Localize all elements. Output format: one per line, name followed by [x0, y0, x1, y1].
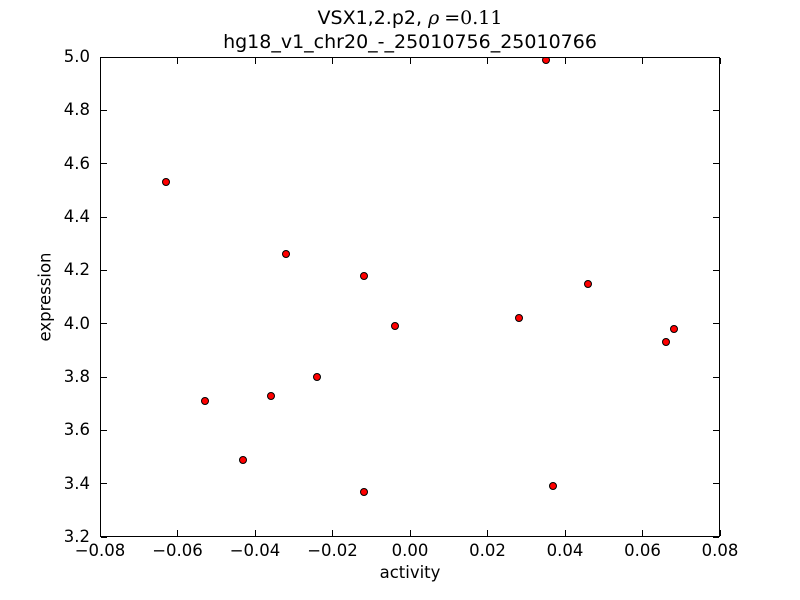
data-point — [359, 271, 368, 280]
y-tick-right — [713, 56, 719, 58]
x-tick — [332, 530, 333, 536]
y-tick-label: 3.8 — [63, 367, 90, 386]
y-tick-label: 3.4 — [63, 473, 90, 493]
x-tick — [177, 530, 178, 536]
data-point — [200, 397, 209, 405]
y-tick-label: 4.6 — [63, 153, 90, 173]
data-point — [266, 391, 275, 400]
x-tick-label: −0.08 — [74, 541, 126, 560]
x-tick-top — [254, 58, 256, 64]
y-tick — [101, 376, 107, 378]
data-point — [549, 482, 558, 491]
data-point — [161, 178, 170, 187]
y-tick-label: 4.8 — [63, 100, 90, 120]
data-point — [390, 322, 399, 331]
x-tick — [564, 530, 566, 536]
x-tick-label: 0.02 — [469, 541, 506, 560]
x-tick-label: −0.04 — [229, 541, 281, 560]
x-tick-label: −0.02 — [307, 541, 358, 560]
y-tick — [101, 483, 107, 485]
data-point — [282, 250, 290, 259]
y-tick-right — [713, 536, 719, 538]
x-tick-top — [332, 58, 333, 64]
y-tick-label: 3.2 — [63, 527, 90, 546]
data-point — [584, 279, 593, 288]
data-point — [669, 325, 678, 333]
correlation-value: =0.11 — [444, 7, 503, 29]
data-point — [661, 338, 670, 347]
chart-subtitle: hg18_v1_chr20_-_25010756_25010766 — [223, 31, 597, 53]
y-tick-label: 3.6 — [63, 420, 90, 440]
data-point — [239, 455, 248, 464]
title-text: VSX1,2.p2, — [317, 7, 429, 29]
y-tick-right — [713, 109, 719, 111]
y-tick-right — [713, 483, 719, 485]
x-tick — [409, 530, 411, 536]
x-tick — [254, 530, 256, 536]
x-tick — [642, 530, 643, 536]
data-point — [313, 373, 321, 381]
y-tick — [101, 216, 107, 218]
y-tick-right — [713, 429, 719, 431]
y-tick-label: 4.2 — [63, 260, 90, 280]
y-tick-label: 5.0 — [63, 47, 90, 66]
plot-area — [100, 57, 720, 537]
x-tick-top — [487, 58, 488, 64]
x-tick-label: 0.06 — [624, 541, 661, 560]
y-tick-right — [713, 376, 719, 378]
x-tick-top — [642, 58, 643, 64]
y-tick-label: 4.0 — [63, 313, 90, 333]
y-tick — [101, 323, 107, 325]
rho-symbol: ρ — [428, 7, 440, 29]
y-tick — [101, 56, 107, 58]
y-tick — [101, 163, 107, 165]
x-tick-top — [177, 58, 178, 64]
x-tick-label: 0.08 — [701, 541, 739, 560]
y-tick — [101, 109, 107, 111]
y-tick-right — [713, 216, 719, 218]
x-tick-label: 0.00 — [391, 541, 429, 560]
x-tick-top — [719, 58, 721, 64]
data-point — [359, 487, 368, 496]
y-tick — [101, 429, 107, 431]
y-tick-right — [713, 269, 719, 271]
data-point — [514, 314, 523, 323]
y-tick — [101, 536, 107, 538]
y-tick-label: 4.4 — [63, 207, 90, 226]
x-tick-label: −0.06 — [152, 541, 203, 560]
y-tick-right — [713, 163, 719, 165]
x-axis-label: activity — [379, 563, 441, 582]
x-tick-top — [564, 58, 566, 64]
x-tick — [487, 530, 488, 536]
data-point — [541, 58, 550, 64]
x-tick-label: 0.04 — [546, 541, 584, 560]
x-tick — [99, 530, 101, 536]
x-tick-top — [409, 58, 411, 64]
y-tick — [101, 269, 107, 271]
x-tick-top — [99, 58, 101, 64]
x-tick — [719, 530, 721, 536]
chart-title: VSX1,2.p2, ρ =0.11 — [100, 7, 720, 30]
y-tick-right — [713, 323, 719, 325]
